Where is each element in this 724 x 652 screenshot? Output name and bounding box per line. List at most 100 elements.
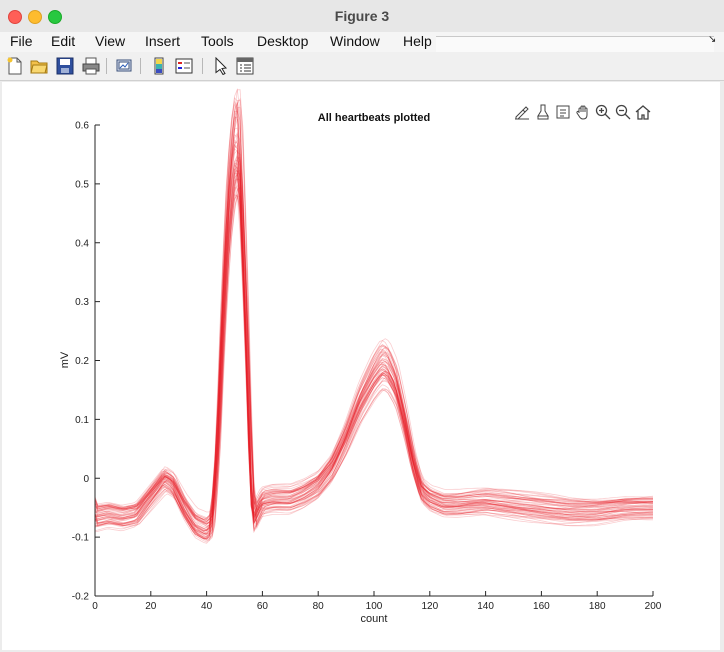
plot-area [95,125,653,596]
heartbeat-trace [94,173,653,522]
property-inspector-icon[interactable] [236,57,254,75]
insert-legend-icon[interactable] [175,57,193,75]
heartbeat-trace [94,172,654,513]
heartbeat-trace [94,149,654,540]
heartbeat-trace [94,143,654,532]
y-ticks: -0.2 -0.1 0 0.1 0.2 0.3 0.4 0.5 0.6 [72,121,100,603]
heartbeat-trace [94,162,654,520]
heartbeat-trace [94,193,653,531]
heartbeat-trace [94,168,653,523]
heartbeat-trace [94,102,653,543]
toolbar-separator [106,58,107,74]
heartbeat-trace [94,107,654,536]
heartbeat-trace [94,162,653,535]
menu-insert[interactable]: Insert [145,33,181,49]
heartbeat-trace [94,169,654,519]
x-tick-label: 60 [257,601,269,612]
insert-colorbar-icon[interactable] [150,57,168,75]
heartbeat-trace [94,97,654,535]
menu-window[interactable]: Window [330,33,380,49]
x-axis-label: count [361,613,388,625]
menu-view[interactable]: View [95,33,126,49]
heartbeat-trace [94,109,654,522]
heartbeat-trace [94,186,653,539]
heartbeat-trace [94,164,653,532]
menu-edit[interactable]: Edit [51,33,76,49]
menu-tools[interactable]: Tools [201,33,234,49]
window-titlebar: Figure 3 [0,0,724,33]
y-tick-label: 0.1 [75,415,89,426]
heartbeat-trace [94,139,654,534]
heartbeat-trace [94,88,654,531]
heartbeat-trace [94,195,654,527]
heartbeat-trace [94,179,653,520]
new-figure-icon[interactable] [6,57,24,75]
menu-divider [436,36,714,53]
maximize-window-button[interactable] [48,10,62,24]
heartbeat-trace [94,141,653,520]
heartbeat-trace [94,158,653,522]
heartbeat-trace [94,187,654,523]
save-icon[interactable] [56,57,74,75]
y-tick-label: 0.5 [75,179,89,190]
dock-arrow-icon[interactable]: ↘ [708,34,717,45]
menu-help[interactable]: Help [403,33,432,49]
heartbeat-trace [94,100,654,532]
y-tick-label: 0.2 [75,356,89,367]
toolbar-separator [140,58,141,74]
heartbeat-trace [94,99,653,540]
menu-bar: File Edit View Insert Tools Desktop Wind… [0,32,724,53]
x-tick-label: 40 [201,601,213,612]
heartbeat-trace [94,131,654,535]
heartbeat-trace [94,177,654,519]
brush-data-icon[interactable] [514,104,530,120]
heartbeat-trace [94,173,654,528]
heartbeat-trace [94,103,653,536]
heartbeat-trace [94,127,654,540]
heartbeat-traces [94,88,654,544]
menu-desktop[interactable]: Desktop [257,33,309,49]
heartbeat-trace [94,193,654,535]
heartbeat-trace [94,155,654,531]
heartbeat-trace [94,194,654,530]
heartbeat-trace [94,102,654,538]
heartbeat-trace [94,97,654,538]
heartbeat-trace [94,156,654,542]
open-file-icon[interactable] [30,57,48,75]
y-tick-label: 0.4 [75,238,89,249]
link-plot-icon[interactable] [116,57,134,75]
x-tick-label: 140 [477,601,494,612]
heartbeat-trace [94,148,654,521]
y-tick-label: 0.6 [75,121,89,132]
x-tick-label: 20 [145,601,157,612]
heartbeat-trace [94,151,653,524]
close-window-button[interactable] [8,10,22,24]
heartbeat-trace [94,144,653,529]
heartbeat-trace [94,115,653,532]
y-axis-label: mV [59,351,71,368]
data-tips-icon[interactable] [535,104,551,120]
heartbeat-trace [94,116,654,532]
heartbeat-trace [94,173,653,532]
minimize-window-button[interactable] [28,10,42,24]
pan-icon[interactable] [575,104,591,120]
heartbeat-trace [94,166,654,521]
export-icon[interactable] [555,104,571,120]
y-tick-label: 0 [83,474,89,485]
heartbeat-trace [94,159,653,540]
heartbeat-trace [94,108,654,535]
heartbeat-trace [94,184,653,525]
print-icon[interactable] [82,57,100,75]
x-tick-label: 80 [313,601,325,612]
x-tick-label: 0 [92,601,98,612]
edit-pointer-icon[interactable] [212,57,230,75]
y-tick-label: -0.2 [72,592,90,603]
zoom-out-icon[interactable] [615,104,631,120]
menu-file[interactable]: File [10,33,33,49]
zoom-in-icon[interactable] [595,104,611,120]
x-tick-label: 200 [645,601,662,612]
restore-view-icon[interactable] [635,104,651,120]
heartbeat-trace [94,119,654,536]
x-ticks: 0 20 40 60 80 100 120 140 160 180 200 [92,591,662,612]
